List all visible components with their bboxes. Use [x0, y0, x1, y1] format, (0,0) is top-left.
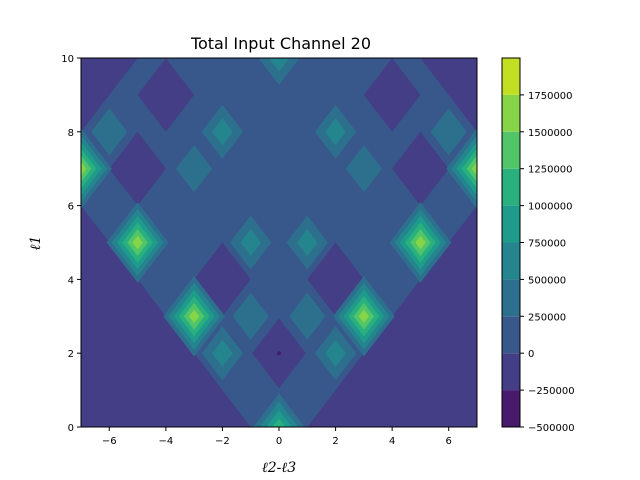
colorbar-tick-label: −500000	[528, 423, 575, 434]
colorbar: −500000 −250000 0 250000 500000 750000 1000000…	[501, 57, 575, 434]
x-tick-label: −6	[102, 436, 117, 447]
y-tick-label: 6	[68, 202, 74, 213]
colorbar-tick-label: 1250000	[528, 165, 573, 176]
colorbar-band	[502, 94, 520, 132]
y-axis-ticks: 0 2 4 6 8 10	[61, 54, 81, 434]
peak-contour	[345, 145, 382, 193]
colorbar-band	[502, 205, 520, 243]
y-tick-label: 2	[68, 349, 74, 360]
colorbar-band	[502, 316, 520, 354]
colorbar-band	[502, 58, 520, 95]
colorbar-band	[502, 353, 520, 391]
peak-contour	[415, 235, 426, 250]
peak-contour	[297, 229, 318, 256]
colorbar-tick-label: 1500000	[528, 128, 573, 139]
peak-contour	[132, 235, 143, 250]
x-tick-label: 2	[332, 436, 338, 447]
peak-contours	[81, 58, 477, 427]
peak-contour	[212, 339, 233, 367]
peak-contour	[325, 339, 346, 367]
peak-contour	[471, 162, 477, 176]
colorbar-tick-label: 250000	[528, 312, 566, 323]
colorbar-tick-label: 0	[528, 349, 534, 360]
peak-contour	[430, 108, 467, 156]
x-axis-ticks: −6 −4 −2 0 2 4 6	[102, 427, 452, 447]
colorbar-tick-label: 750000	[528, 239, 566, 250]
peak-contour	[212, 118, 233, 146]
peak-contour	[240, 229, 261, 256]
peak-contour	[176, 145, 213, 193]
peak-contour	[358, 309, 369, 323]
chart-title: Total Input Channel 20	[190, 34, 371, 53]
colorbar-tick-label: 1000000	[528, 202, 573, 213]
peak-contour	[81, 162, 87, 176]
low-diamond	[109, 131, 166, 206]
minimum-marker	[277, 351, 281, 356]
x-tick-label: 0	[276, 436, 282, 447]
peak-contour	[289, 292, 326, 340]
plot-area	[80, 57, 478, 428]
peak-contour	[325, 118, 346, 146]
low-diamond	[137, 58, 195, 132]
colorbar-band	[502, 390, 520, 427]
peak-contour	[272, 418, 286, 427]
colorbar-band	[502, 242, 520, 280]
background-corner	[81, 58, 138, 132]
colorbar-band	[502, 131, 520, 169]
low-diamond	[363, 58, 421, 132]
peak-contour	[232, 292, 269, 340]
peak-contour	[268, 58, 290, 72]
x-tick-label: 4	[389, 436, 395, 447]
peak-contour	[466, 155, 477, 183]
y-tick-label: 10	[61, 54, 74, 65]
y-tick-label: 8	[68, 128, 74, 139]
colorbar-tick-label: 1750000	[528, 91, 573, 102]
low-diamond	[392, 131, 449, 206]
peak-contour	[189, 309, 200, 323]
colorbar-band	[502, 168, 520, 206]
x-axis-label: ℓ2-ℓ3	[262, 460, 296, 476]
y-tick-label: 0	[68, 423, 74, 434]
y-axis-label: ℓ1	[28, 236, 44, 251]
x-tick-label: −4	[158, 436, 173, 447]
background-corner	[420, 58, 477, 132]
colorbar-band	[502, 279, 520, 317]
peak-contour	[81, 155, 92, 183]
x-tick-label: −2	[215, 436, 230, 447]
x-tick-label: 6	[446, 436, 452, 447]
peak-contour	[91, 108, 128, 156]
colorbar-tick-label: 500000	[528, 275, 566, 286]
colorbar-tick-label: −250000	[528, 386, 575, 397]
y-tick-label: 4	[68, 275, 74, 286]
